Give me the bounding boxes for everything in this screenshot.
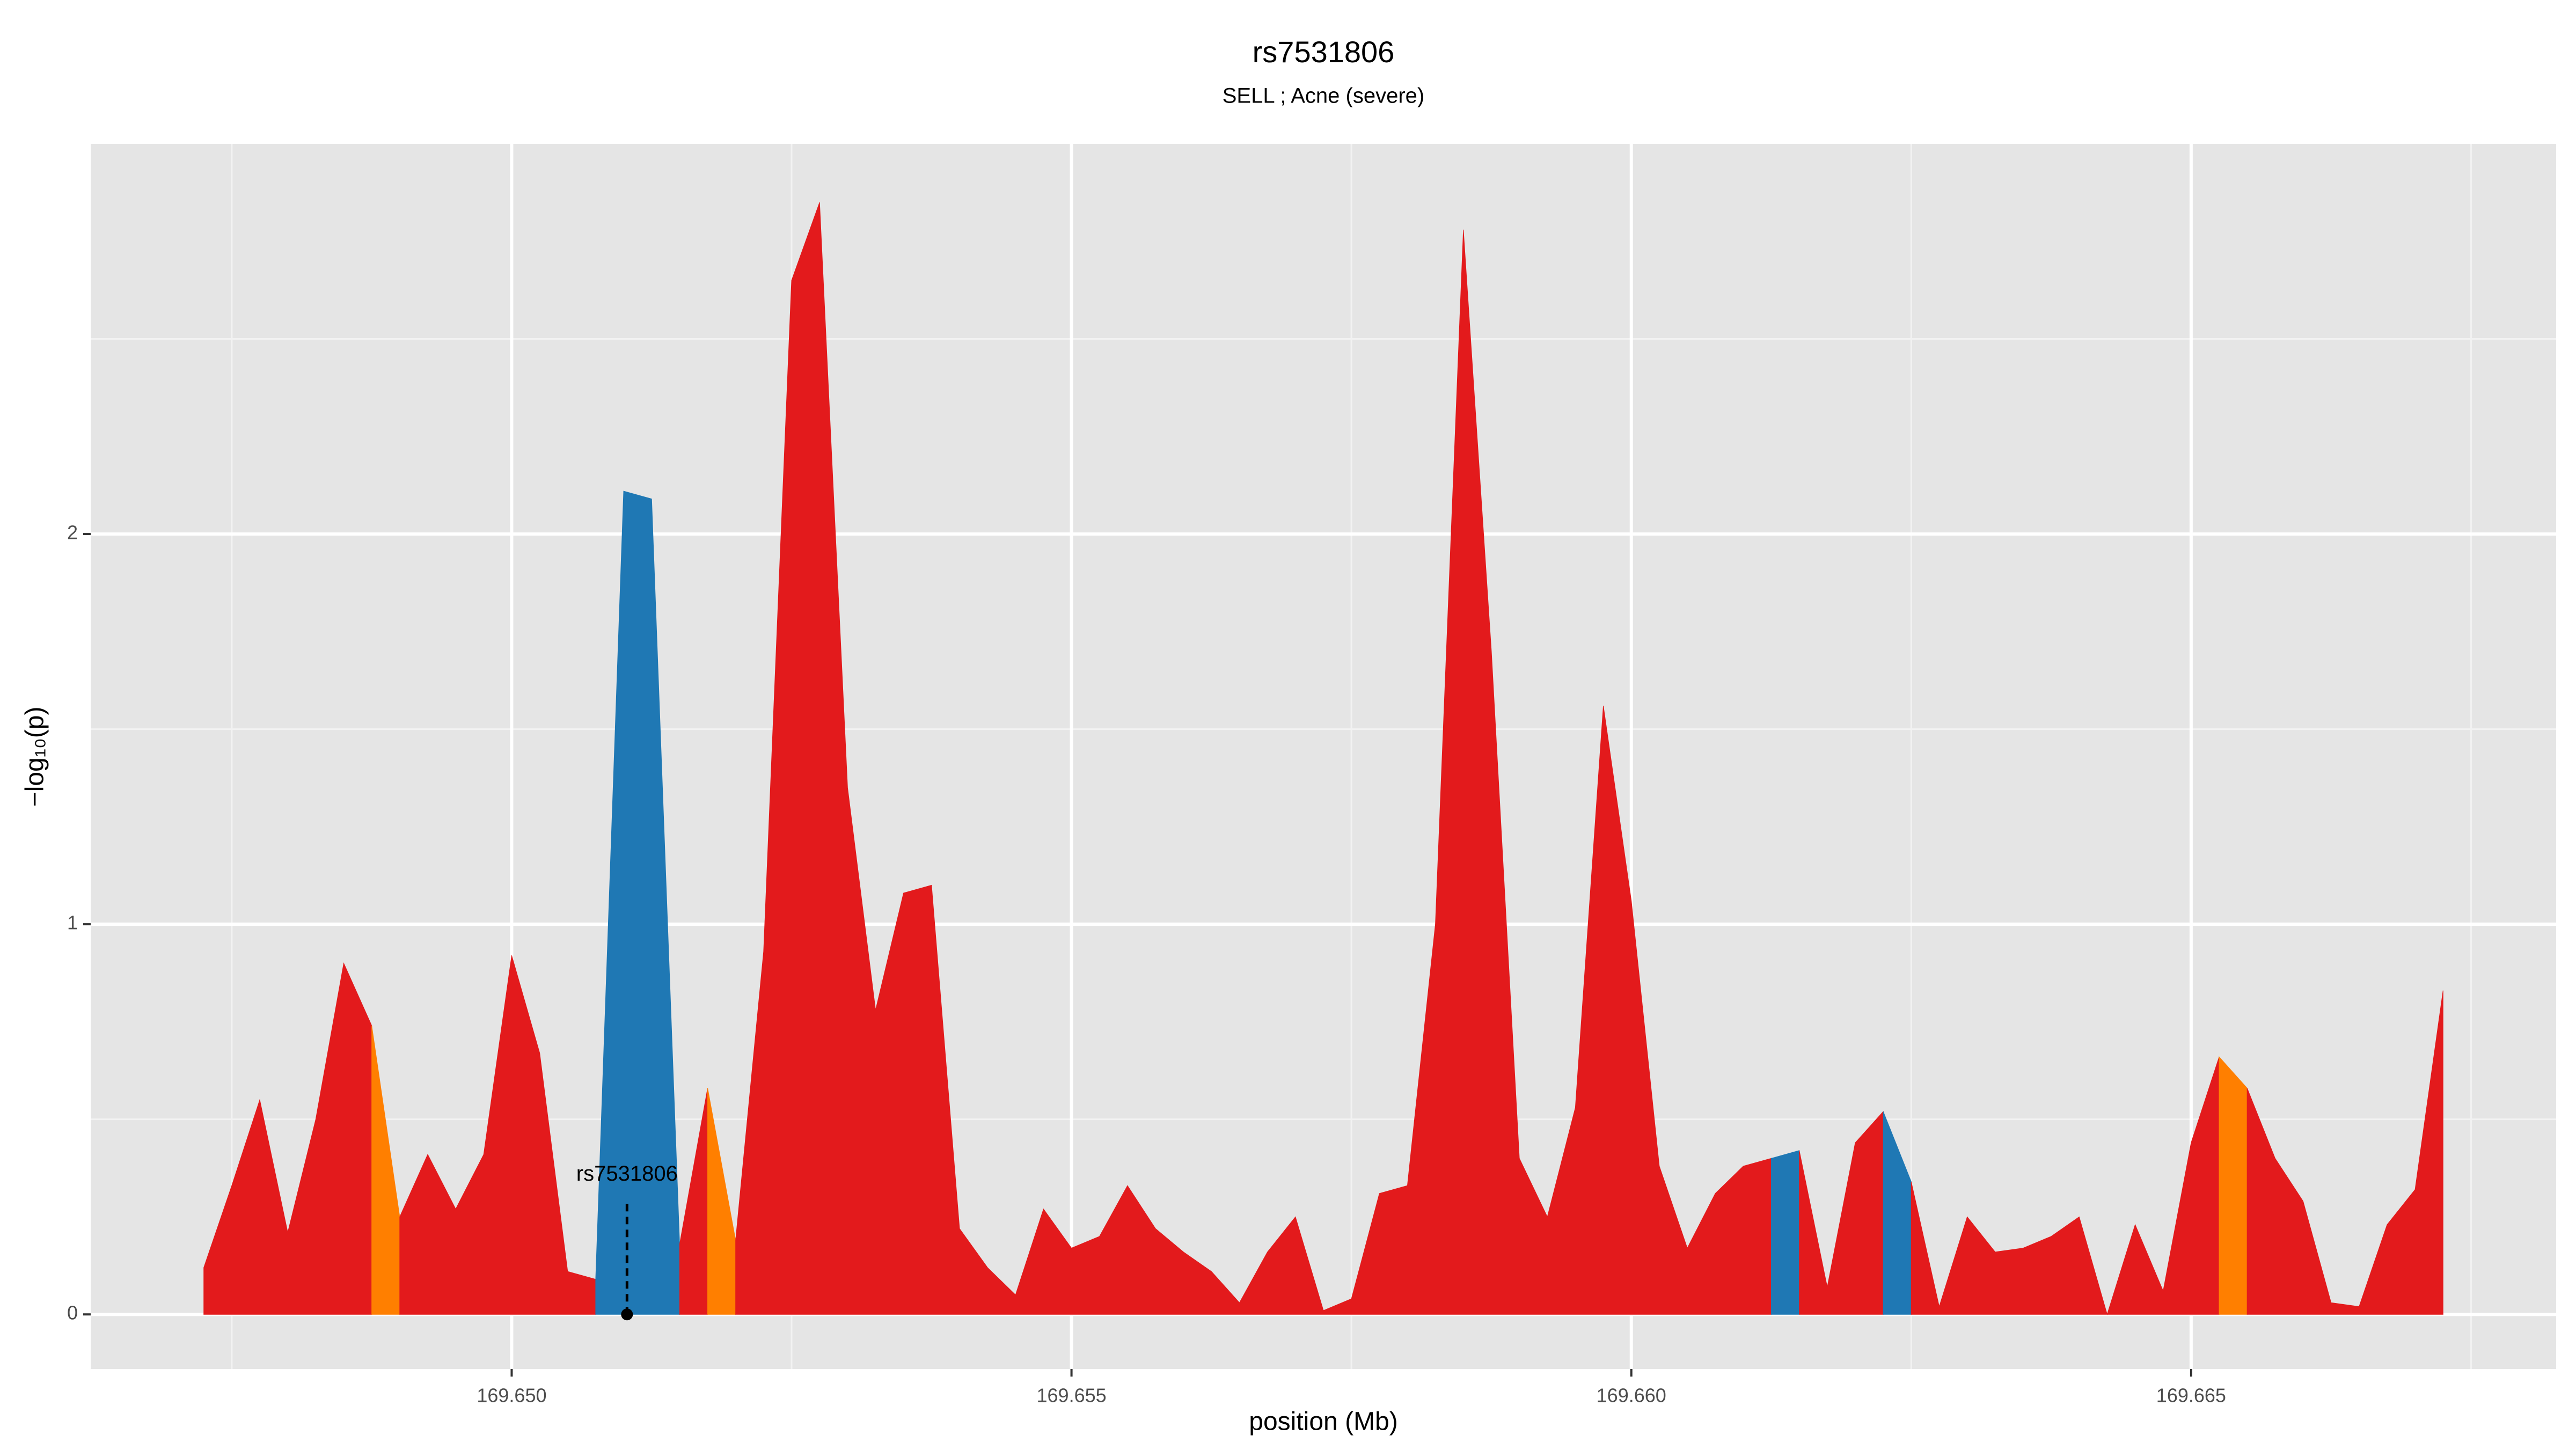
chart-subtitle: SELL ; Acne (severe) [1223,84,1424,108]
area-segment [735,202,1772,1315]
x-tick-label: 169.655 [1037,1385,1107,1407]
area-segment [2246,990,2443,1315]
area-segment [1771,1150,1800,1315]
x-tick-label: 169.650 [477,1385,546,1407]
area-segment [1911,1057,2220,1315]
x-tick-label: 169.660 [1597,1385,1666,1407]
annotation-label: rs7531806 [576,1162,678,1185]
x-tick-label: 169.665 [2156,1385,2226,1407]
y-tick-label: 0 [67,1302,78,1324]
chart-title: rs7531806 [1253,35,1395,69]
y-axis-label: −log₁₀(p) [21,707,49,807]
y-tick-label: 2 [67,522,78,544]
x-axis-label: position (Mb) [1249,1408,1397,1436]
annotation-point [621,1308,633,1321]
area-segment [2219,1056,2248,1315]
y-tick-label: 1 [67,912,78,934]
